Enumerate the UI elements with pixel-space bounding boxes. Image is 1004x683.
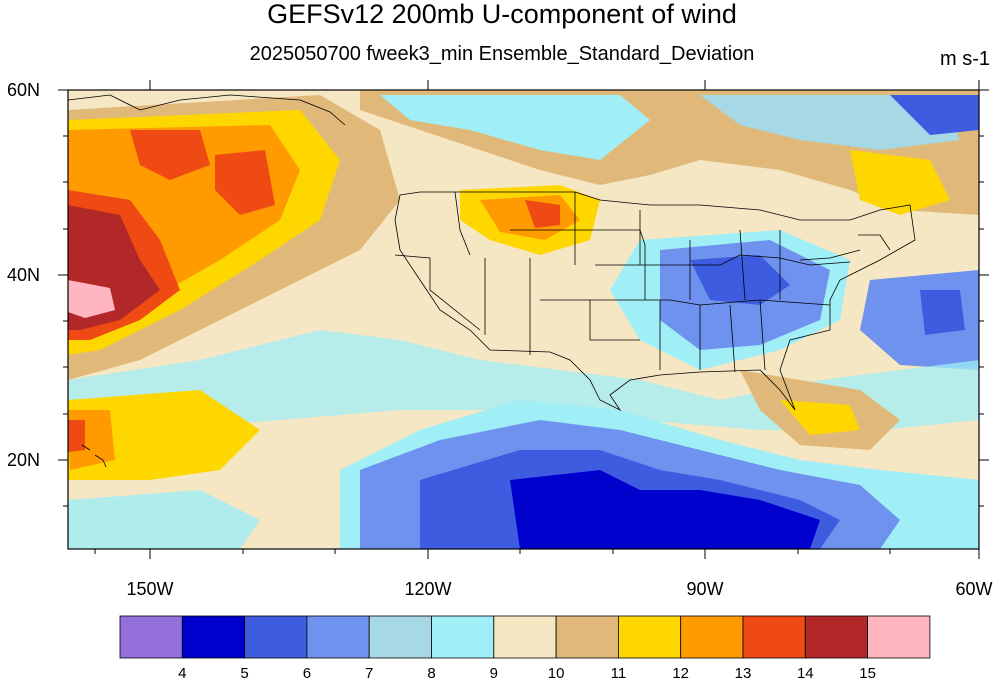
colorbar-level-label: 7 [365,665,374,682]
lon-label-120w: 120W [404,579,452,599]
lon-label-90w: 90W [686,579,724,599]
map-title: GEFSv12 200mb U-component of wind [267,0,737,29]
colorbar-level-label: 10 [547,665,565,682]
colorbar-level-label: 12 [672,665,690,682]
axis-ticks [58,80,989,559]
colorbar-swatch [680,615,744,659]
colorbar-level-label: 13 [734,665,752,682]
colorbar-swatch [119,615,183,659]
colorbar-swatch [867,615,931,659]
colorbar-swatch [804,615,868,659]
colorbar-level-label: 11 [610,665,627,682]
colorbar-swatch [555,615,619,659]
map-subtitle: 2025050700 fweek3_min Ensemble_Standard_… [249,43,755,65]
lat-label-40n: 40N [6,265,40,285]
lat-label-20n: 20N [6,450,40,470]
contour-fill [68,90,979,549]
colorbar-level-label: 9 [489,665,498,682]
colorbar-swatch [493,615,557,659]
lon-label-150w: 150W [126,579,174,599]
colorbar-level-label: 6 [302,665,312,682]
colorbar-swatch [431,615,495,659]
colorbar [119,615,931,659]
political-boundaries [68,94,916,468]
colorbar-level-label: 5 [240,665,249,682]
colorbar-swatch [244,615,308,659]
colorbar-swatch [306,615,370,659]
lat-label-60n: 60N [6,80,40,100]
colorbar-swatch [181,615,246,659]
lon-label-60w: 60W [955,579,993,599]
colorbar-level-label: 4 [178,665,187,682]
colorbar-level-label: 15 [859,665,876,682]
units-label: m s-1 [940,48,990,70]
colorbar-level-label: 14 [796,665,814,682]
colorbar-swatch [618,615,682,659]
map-frame [67,89,980,550]
colorbar-level-label: 8 [427,665,436,682]
colorbar-swatch [368,615,432,659]
colorbar-swatch [742,615,806,659]
